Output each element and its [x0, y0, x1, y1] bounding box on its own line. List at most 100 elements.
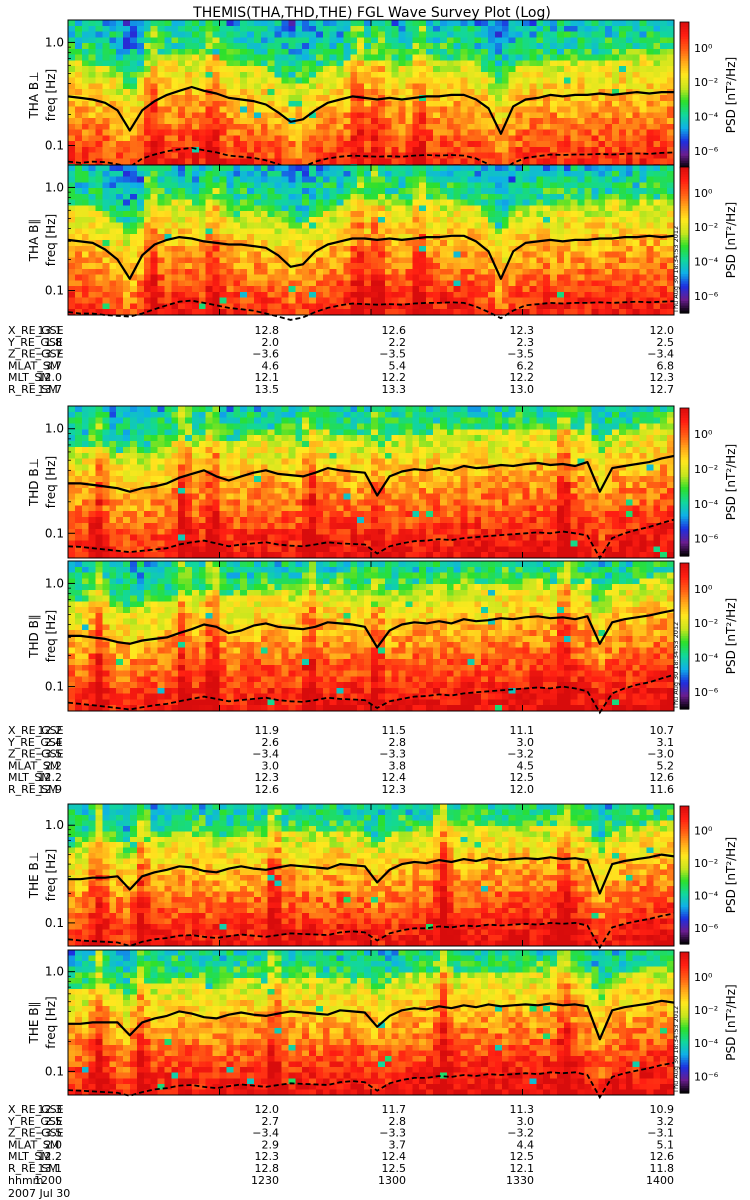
colorbar-segment [680, 146, 689, 150]
spectrogram-cell [116, 170, 124, 178]
spectrogram-cell [219, 95, 227, 102]
spectrogram-cell [508, 31, 517, 38]
spectrogram-cell [529, 222, 537, 230]
spectrogram-cell [639, 158, 648, 165]
spectrogram-cell [529, 245, 537, 253]
spectrogram-cell [253, 165, 262, 172]
spectrogram-cell [81, 106, 90, 113]
spectrogram-cell [116, 423, 124, 430]
spectrogram-cell [267, 188, 276, 195]
spectrogram-cell [322, 152, 331, 160]
spectrogram-cell [109, 43, 117, 50]
spectrogram-cell [322, 89, 331, 96]
spectrogram-cell [191, 182, 200, 189]
spectrogram-cell [536, 228, 544, 235]
spectrogram-cell [226, 176, 234, 183]
spectrogram-cell [501, 129, 510, 136]
spectrogram-cell [212, 222, 221, 230]
spectrogram-cell [288, 274, 296, 281]
spectrogram-cell [632, 291, 641, 299]
spectrogram-cell [660, 280, 668, 287]
spectrogram-cell [598, 205, 606, 212]
spectrogram-cell [191, 309, 200, 316]
spectrogram-cell [529, 274, 537, 281]
spectrogram-cell [529, 100, 537, 108]
spectrogram-cell [653, 211, 661, 218]
spectrogram-cell [178, 158, 186, 165]
spectrogram-cell [226, 118, 234, 125]
spectrogram-cell [95, 123, 104, 131]
spectrogram-cell [302, 54, 310, 61]
spectrogram-cell [74, 240, 83, 247]
spectrogram-cell [660, 123, 668, 131]
spectrogram-cell [247, 100, 255, 108]
spectrogram-cell [467, 106, 475, 113]
spectrogram-cell [281, 245, 289, 253]
spectrogram-cell [253, 211, 262, 218]
spectrogram-cell [274, 274, 283, 281]
spectrogram-cell [198, 234, 207, 241]
spectrogram-cell [343, 20, 351, 27]
spectrogram-cell [508, 158, 517, 165]
colorbar-segment [680, 225, 689, 229]
spectrogram-cell [74, 291, 83, 299]
spectrogram-cell [240, 118, 248, 125]
spectrogram-cell [632, 199, 641, 206]
spectrogram-cell [198, 31, 207, 38]
spectrogram-cell [357, 303, 365, 310]
spectrogram-cell [116, 25, 124, 33]
spectrogram-cell [412, 135, 420, 142]
spectrogram-cell [591, 83, 599, 90]
spectrogram-cell [522, 170, 530, 178]
spectrogram-cell [123, 141, 131, 148]
spectrogram-cell [612, 216, 620, 224]
spectrogram-cell [260, 257, 269, 264]
spectrogram-cell [116, 146, 124, 154]
spectrogram-cell [632, 77, 641, 85]
colorbar-segment [680, 266, 689, 270]
spectrogram-cell [494, 193, 503, 201]
spectrogram-cell [446, 95, 455, 102]
spectrogram-cell [446, 251, 455, 258]
spectrogram-cell [109, 141, 117, 148]
spectrogram-cell [391, 216, 400, 224]
spectrogram-cell [185, 89, 193, 96]
spectrogram-cell [529, 251, 537, 258]
colorbar-segment [680, 198, 689, 202]
spectrogram-cell [302, 176, 310, 183]
spectrogram-cell [68, 452, 76, 460]
spectrogram-cell [439, 135, 448, 142]
spectrogram-cell [460, 280, 469, 287]
spectrogram-cell [260, 118, 269, 125]
spectrogram-cell [240, 251, 248, 258]
spectrogram-cell [267, 193, 276, 201]
spectrogram-cell [550, 95, 558, 102]
spectrogram-cell [81, 505, 90, 512]
spectrogram-cell [336, 193, 345, 201]
spectrogram-cell [584, 112, 592, 119]
spectrogram-cell [81, 522, 90, 530]
spectrogram-cell [309, 193, 317, 201]
spectrogram-cell [116, 280, 124, 287]
spectrogram-cell [143, 71, 152, 79]
spectrogram-cell [405, 135, 413, 142]
spectrogram-cell [577, 286, 586, 293]
spectrogram-cell [143, 43, 152, 50]
spectrogram-cell [632, 118, 641, 125]
spectrogram-cell [563, 106, 572, 113]
spectrogram-cell [570, 251, 579, 258]
spectrogram-cell [129, 25, 138, 33]
spectrogram-cell [109, 476, 117, 483]
spectrogram-cell [226, 245, 234, 253]
spectrogram-cell [102, 205, 110, 212]
spectrogram-cell [185, 216, 193, 224]
spectrogram-cell [364, 188, 372, 195]
spectrogram-cell [164, 60, 172, 67]
spectrogram-cell [343, 280, 351, 287]
spectrogram-cell [178, 152, 186, 160]
spectrogram-cell [591, 234, 599, 241]
spectrogram-cell [618, 165, 627, 172]
spectrogram-cell [74, 48, 83, 56]
spectrogram-cell [508, 152, 517, 160]
spectrogram-cell [405, 205, 413, 212]
